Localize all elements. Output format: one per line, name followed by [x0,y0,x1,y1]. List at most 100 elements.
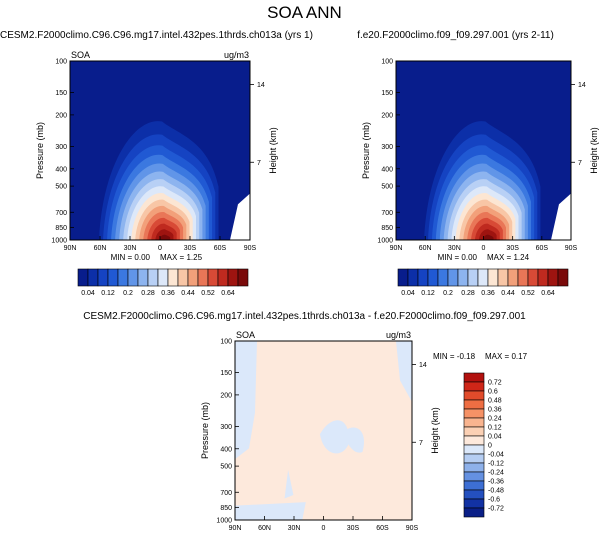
y2-axis-label: Height (km) [268,127,278,174]
colorbar-box [463,480,485,491]
max-label: MAX = 1.25 [160,253,203,262]
y-tick-label: 500 [220,464,232,471]
y-tick-label: 500 [55,184,67,191]
colorbar-box [537,268,549,287]
colorbar-label: -0.12 [488,461,504,468]
colorbar-box [527,268,539,287]
field-no-data [551,193,571,240]
x-tick-label: 60S [536,245,549,252]
colorbar-box [507,268,519,287]
x-tick-label: 60S [376,525,389,532]
colorbar-box [457,268,469,287]
colorbar-label: 0.36 [161,290,175,297]
y-tick-label: 100 [55,59,67,66]
colorbar-label: -0.36 [488,479,504,486]
colorbar-label: -0.04 [488,452,504,459]
colorbar-label: 0.12 [101,290,115,297]
x-tick-label: 60S [214,245,227,252]
y-tick-label: 1000 [51,238,67,245]
colorbar-box [167,268,179,287]
panel-3-field [235,341,412,520]
y-tick-label: 100 [220,339,232,346]
y-tick-label: 150 [381,90,393,97]
figure-title: SOA ANN [267,3,342,22]
y-tick-label: 200 [381,112,393,119]
colorbar-label: 0.28 [141,290,155,297]
y-tick-label: 400 [55,166,67,173]
x-tick-label: 30S [184,245,197,252]
colorbar-label: 0.52 [521,290,535,297]
field-region-neg-south [344,427,364,453]
colorbar-box [117,268,129,287]
y-tick-label: 500 [381,184,393,191]
panel-1-subtitle: CESM2.F2000climo.C96.C96.mg17.intel.432p… [0,30,313,41]
colorbar-label: -0.48 [488,488,504,495]
y-axis-label: Pressure (mb) [35,122,45,179]
y2-tick-label: 14 [578,82,586,89]
colorbar-label: 0.36 [488,407,502,414]
field-region-neg-streak [284,469,294,499]
colorbar-box [463,498,485,509]
colorbar-box [147,268,159,287]
y2-tick-label: 7 [578,160,582,167]
y-tick-label: 200 [55,112,67,119]
y2-tick-label: 7 [419,440,423,447]
x-tick-label: 0 [158,245,162,252]
field-region-neg-right [396,341,412,402]
colorbar-box [467,268,479,287]
colorbar-label: 0.44 [501,290,515,297]
variable-label: SOA [71,50,90,60]
colorbar-box [463,381,485,392]
x-tick-label: 30N [448,245,461,252]
y-tick-label: 150 [55,90,67,97]
colorbar-label: 0.6 [488,389,498,396]
colorbar-box [197,268,209,287]
colorbar-box [97,268,109,287]
x-tick-label: 60N [419,245,432,252]
colorbar-box [463,453,485,464]
colorbar-label: -0.24 [488,470,504,477]
max-label: MAX = 1.24 [487,253,530,262]
y-tick-label: 700 [220,490,232,497]
x-tick-label: 30N [288,525,301,532]
y-tick-label: 300 [381,144,393,151]
colorbar-box [157,268,169,287]
colorbar-box [177,268,189,287]
x-tick-label: 30S [506,245,519,252]
min-label: MIN = -0.18 [433,352,476,361]
colorbar-label: 0.52 [201,290,215,297]
y-tick-label: 700 [55,210,67,217]
colorbar-box [447,268,459,287]
min-label: MIN = 0.00 [438,253,478,262]
colorbar-label: 0.04 [401,290,415,297]
colorbar-box [463,435,485,446]
colorbar-box [557,268,569,287]
colorbar-label: -0.6 [488,497,500,504]
colorbar-box [77,268,89,287]
x-tick-label: 90S [406,525,419,532]
y-axis-label: Pressure (mb) [361,122,371,179]
colorbar-box [463,399,485,410]
colorbar-box [463,507,485,518]
panel-3-subtitle: CESM2.F2000climo.C96.C96.mg17.intel.432p… [83,311,526,322]
colorbar-box [463,444,485,455]
x-tick-label: 90N [390,245,403,252]
field-level-16 [159,234,171,240]
x-tick-label: 0 [482,245,486,252]
colorbar-box [463,417,485,428]
y2-axis-label: Height (km) [430,407,440,454]
y2-tick-label: 14 [419,362,427,369]
colorbar-label: 0.04 [81,290,95,297]
colorbar-label: 0.12 [488,425,502,432]
colorbar-box [487,268,499,287]
colorbar-label: 0.2 [123,290,133,297]
units-label: ug/m3 [224,50,249,60]
colorbar-box [107,268,119,287]
colorbar-label: 0.44 [181,290,195,297]
y2-tick-label: 7 [257,160,261,167]
colorbar-box [187,268,199,287]
y-tick-label: 300 [55,144,67,151]
